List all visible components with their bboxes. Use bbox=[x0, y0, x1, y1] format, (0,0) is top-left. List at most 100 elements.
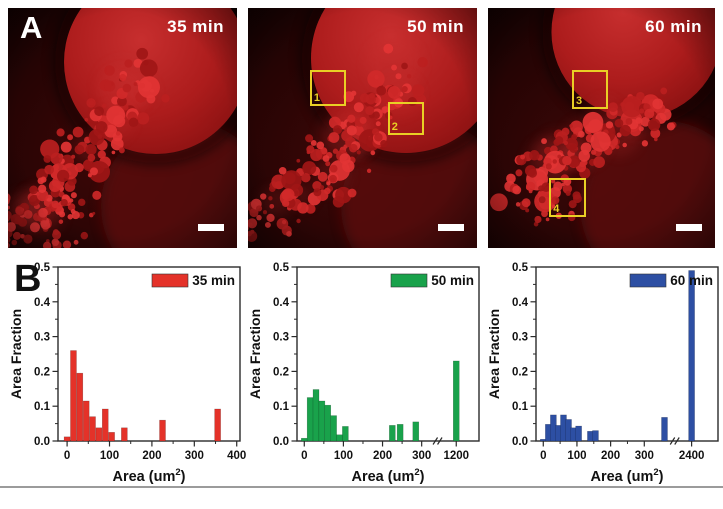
svg-text:200: 200 bbox=[373, 450, 392, 462]
svg-text:200: 200 bbox=[142, 450, 161, 462]
roi-label: 3 bbox=[575, 94, 583, 107]
x-axis-title: Area (um2) bbox=[591, 467, 664, 485]
svg-text:0.4: 0.4 bbox=[34, 297, 51, 309]
bar bbox=[453, 360, 460, 442]
svg-text:300: 300 bbox=[635, 450, 654, 462]
bars bbox=[63, 350, 221, 442]
chart-50min: 0.0 0.1 0.2 0.3 0.4 0.5 0 100 200 300 1200 50 min Ar… bbox=[247, 255, 485, 489]
bar bbox=[306, 397, 314, 442]
svg-text:100: 100 bbox=[100, 450, 119, 462]
y-axis-title: Area Fraction bbox=[8, 309, 24, 399]
bar bbox=[76, 372, 84, 442]
roi-label: 2 bbox=[391, 121, 398, 134]
svg-text:0.3: 0.3 bbox=[34, 332, 50, 344]
axis-break bbox=[669, 437, 676, 445]
bar bbox=[95, 427, 103, 442]
bottom-divider bbox=[0, 486, 723, 488]
axis-break bbox=[432, 437, 439, 445]
svg-text:0.3: 0.3 bbox=[512, 332, 528, 344]
svg-text:0: 0 bbox=[540, 450, 546, 462]
roi-box-4: 4 bbox=[549, 178, 586, 217]
svg-text:0.4: 0.4 bbox=[273, 297, 290, 309]
roi-layer bbox=[8, 8, 237, 248]
bar bbox=[318, 400, 326, 442]
bars bbox=[301, 360, 460, 442]
legend-label: 50 min bbox=[431, 273, 474, 288]
time-label-35min: 35 min bbox=[167, 17, 224, 36]
bars bbox=[540, 270, 695, 442]
svg-text:0.2: 0.2 bbox=[34, 366, 50, 378]
y-axis-title: Area Fraction bbox=[247, 309, 263, 399]
roi-box-2: 2 bbox=[387, 101, 425, 136]
roi-box-1: 1 bbox=[309, 70, 347, 107]
svg-text:0.1: 0.1 bbox=[34, 401, 51, 413]
bar bbox=[330, 415, 337, 442]
svg-text:0.3: 0.3 bbox=[273, 332, 289, 344]
bar bbox=[89, 416, 96, 442]
svg-text:0.2: 0.2 bbox=[512, 366, 528, 378]
svg-text:2400: 2400 bbox=[679, 450, 705, 462]
svg-text:0.1: 0.1 bbox=[273, 401, 290, 413]
fluorescence-image-60min bbox=[488, 8, 715, 248]
time-label-50min: 50 min bbox=[407, 17, 464, 36]
svg-text:0: 0 bbox=[64, 450, 70, 462]
bar bbox=[324, 404, 332, 442]
bar bbox=[312, 389, 320, 442]
bar bbox=[336, 434, 343, 442]
panel-b-label: B bbox=[14, 258, 42, 300]
scale-bar bbox=[438, 224, 464, 231]
bar bbox=[63, 436, 71, 442]
histogram-60min: 0.0 0.1 0.2 0.3 0.4 0.5 0 100 200 300 2400 60 min Ar… bbox=[486, 262, 719, 485]
svg-text:0.5: 0.5 bbox=[273, 262, 290, 274]
x-axis-title: Area (um2) bbox=[352, 467, 425, 485]
time-label-60min: 60 min bbox=[645, 17, 702, 36]
svg-text:0.5: 0.5 bbox=[34, 262, 51, 274]
svg-text:0.0: 0.0 bbox=[512, 436, 528, 448]
svg-text:300: 300 bbox=[185, 450, 204, 462]
bar bbox=[70, 350, 77, 442]
bar bbox=[108, 432, 115, 442]
bar bbox=[592, 430, 599, 442]
y-axis-title: Area Fraction bbox=[486, 309, 502, 399]
bar bbox=[102, 408, 109, 442]
scale-bar bbox=[676, 224, 702, 231]
bar bbox=[661, 417, 668, 442]
svg-text:200: 200 bbox=[601, 450, 620, 462]
bar bbox=[389, 425, 396, 442]
bar bbox=[342, 426, 349, 442]
legend-swatch bbox=[151, 273, 189, 288]
bar bbox=[688, 270, 695, 442]
bar bbox=[396, 424, 404, 442]
chart-35min: 0.0 0.1 0.2 0.3 0.4 0.5 0 100 200 300 400 35 min Are… bbox=[8, 255, 246, 489]
svg-text:0: 0 bbox=[301, 450, 307, 462]
svg-text:0.4: 0.4 bbox=[512, 297, 529, 309]
svg-text:100: 100 bbox=[334, 450, 353, 462]
x-axis-title: Area (um2) bbox=[113, 467, 186, 485]
histogram-35min: 0.0 0.1 0.2 0.3 0.4 0.5 0 100 200 300 400 35 min Are… bbox=[8, 262, 246, 485]
svg-text:0.1: 0.1 bbox=[512, 401, 529, 413]
chart-60min: 0.0 0.1 0.2 0.3 0.4 0.5 0 100 200 300 2400 60 min Ar… bbox=[486, 255, 723, 489]
svg-text:400: 400 bbox=[227, 450, 246, 462]
svg-text:0.0: 0.0 bbox=[273, 436, 289, 448]
svg-text:0.2: 0.2 bbox=[273, 366, 289, 378]
svg-text:100: 100 bbox=[567, 450, 586, 462]
panel-a-label: A bbox=[20, 10, 43, 45]
svg-text:300: 300 bbox=[412, 450, 431, 462]
scale-bar bbox=[198, 224, 224, 231]
svg-text:0.0: 0.0 bbox=[34, 436, 50, 448]
legend-label: 60 min bbox=[670, 273, 713, 288]
bar bbox=[575, 425, 582, 442]
svg-text:1200: 1200 bbox=[443, 450, 469, 462]
fluorescence-image-35min bbox=[8, 8, 237, 248]
bar bbox=[159, 419, 166, 442]
micrograph-panel-35min: A 35 min bbox=[8, 8, 237, 248]
bar bbox=[214, 408, 221, 442]
legend-swatch bbox=[390, 273, 428, 288]
legend-label: 35 min bbox=[192, 273, 235, 288]
histogram-50min: 0.0 0.1 0.2 0.3 0.4 0.5 0 100 200 300 1200 50 min Ar… bbox=[247, 262, 480, 485]
